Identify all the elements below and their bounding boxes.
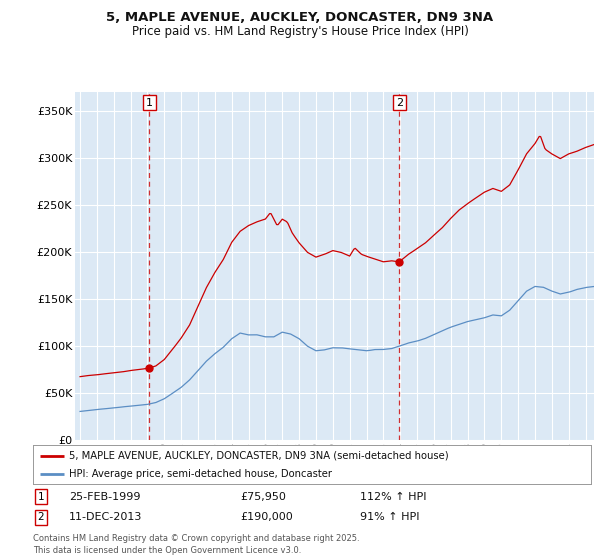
Text: 112% ↑ HPI: 112% ↑ HPI (360, 492, 427, 502)
Text: Contains HM Land Registry data © Crown copyright and database right 2025.
This d: Contains HM Land Registry data © Crown c… (33, 534, 359, 555)
Text: 11-DEC-2013: 11-DEC-2013 (69, 512, 142, 522)
Text: 5, MAPLE AVENUE, AUCKLEY, DONCASTER, DN9 3NA: 5, MAPLE AVENUE, AUCKLEY, DONCASTER, DN9… (106, 11, 494, 24)
Text: 5, MAPLE AVENUE, AUCKLEY, DONCASTER, DN9 3NA (semi-detached house): 5, MAPLE AVENUE, AUCKLEY, DONCASTER, DN9… (69, 451, 449, 461)
Text: 2: 2 (37, 512, 44, 522)
Text: 1: 1 (146, 97, 153, 108)
Text: HPI: Average price, semi-detached house, Doncaster: HPI: Average price, semi-detached house,… (69, 469, 332, 479)
Text: £75,950: £75,950 (240, 492, 286, 502)
Text: Price paid vs. HM Land Registry's House Price Index (HPI): Price paid vs. HM Land Registry's House … (131, 25, 469, 38)
Text: 2: 2 (395, 97, 403, 108)
Text: £190,000: £190,000 (240, 512, 293, 522)
Text: 91% ↑ HPI: 91% ↑ HPI (360, 512, 419, 522)
Text: 1: 1 (37, 492, 44, 502)
Text: 25-FEB-1999: 25-FEB-1999 (69, 492, 140, 502)
